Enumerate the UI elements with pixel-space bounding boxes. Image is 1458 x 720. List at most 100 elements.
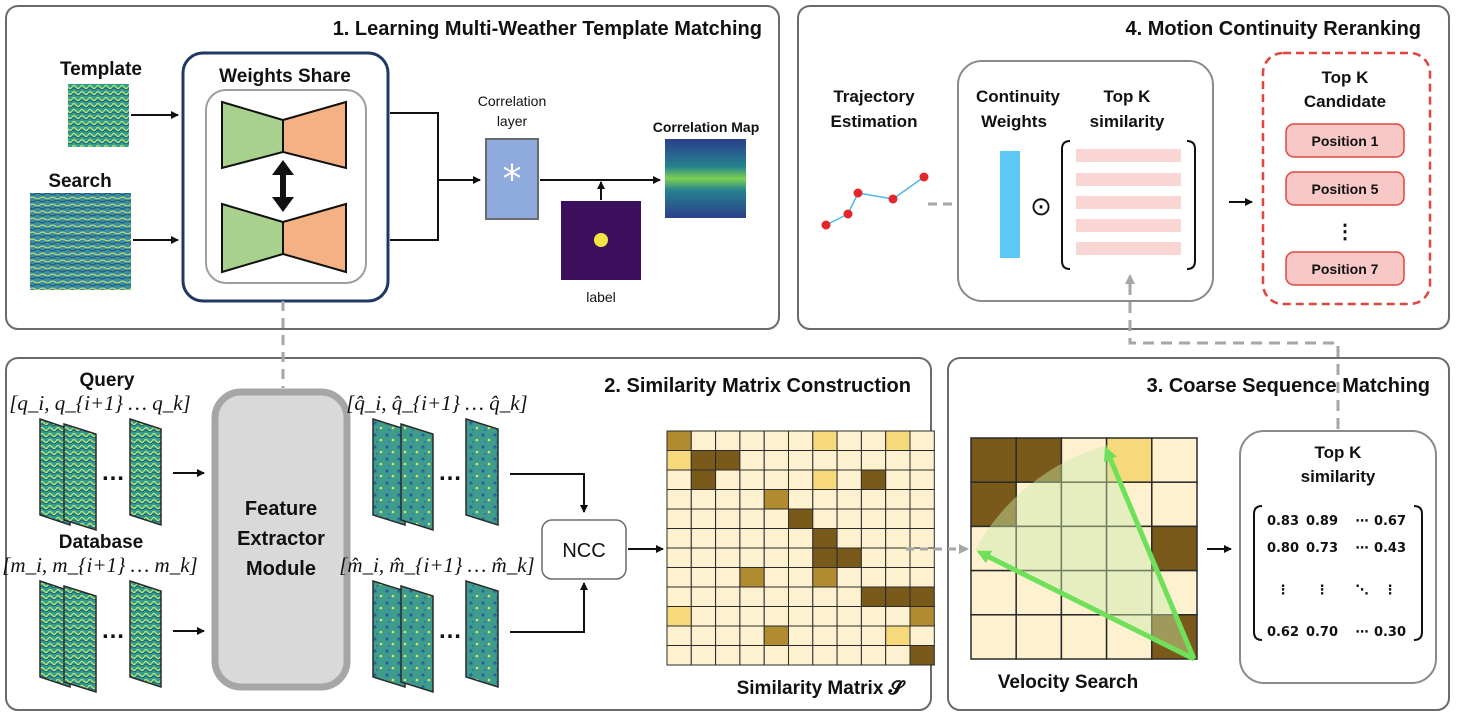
similarity-cell bbox=[666, 586, 692, 607]
panel-similarity-matrix: 2. Similarity Matrix Construction Query … bbox=[2, 301, 935, 711]
velocity-cell bbox=[1060, 614, 1108, 660]
feature-extractor-line-1: Feature bbox=[245, 498, 317, 520]
branch-top-line bbox=[390, 112, 481, 184]
topk-value: 0.67 bbox=[1374, 514, 1406, 529]
similarity-cell bbox=[860, 547, 887, 568]
label-peak bbox=[594, 233, 608, 247]
position-5-item: Position 5 bbox=[1285, 171, 1405, 206]
similarity-cell bbox=[836, 606, 862, 627]
query-feature-sequence: [q̂_i, q̂_{i+1} … q̂_k] bbox=[346, 391, 527, 415]
topk-value: 0.43 bbox=[1374, 541, 1406, 556]
similarity-cell bbox=[788, 625, 814, 646]
similarity-cell bbox=[739, 450, 765, 471]
similarity-cell bbox=[812, 645, 838, 666]
topk-value: ⋯ bbox=[1356, 514, 1369, 529]
similarity-cell bbox=[909, 489, 935, 510]
query-sequence: [q_i, q_{i+1} … q_k] bbox=[9, 391, 190, 415]
similarity-cell bbox=[739, 528, 765, 549]
similarity-cell bbox=[763, 625, 790, 646]
similarity-cell bbox=[788, 508, 814, 529]
similarity-cell bbox=[763, 450, 790, 471]
similarity-cell bbox=[885, 547, 911, 568]
similarity-cell bbox=[860, 508, 887, 529]
database-sequence: [m_i, m_{i+1} … m_k] bbox=[2, 553, 197, 577]
similarity-cell bbox=[666, 450, 692, 471]
similarity-cell bbox=[909, 645, 935, 666]
search-image bbox=[30, 193, 131, 290]
similarity-cell bbox=[690, 625, 717, 646]
similarity-matrix-label: Similarity Matrix 𝓢 bbox=[737, 678, 907, 699]
similarity-cell bbox=[715, 469, 741, 490]
query-to-ncc-line bbox=[510, 473, 588, 513]
ncc-label: NCC bbox=[562, 540, 605, 562]
position-7-item: Position 7 bbox=[1285, 251, 1405, 286]
similarity-cell bbox=[715, 586, 741, 607]
topk-to-rerank-dashed bbox=[1125, 274, 1340, 429]
similarity-cell bbox=[739, 586, 765, 607]
similarity-cell bbox=[788, 606, 814, 627]
similarity-cell bbox=[812, 450, 838, 471]
database-to-ncc-line bbox=[510, 582, 588, 633]
similarity-cell bbox=[860, 645, 887, 666]
ncc-box bbox=[541, 519, 627, 580]
database-frames bbox=[39, 579, 162, 694]
similarity-cell bbox=[860, 586, 887, 607]
similarity-cell bbox=[666, 508, 692, 529]
similarity-cell bbox=[885, 567, 911, 588]
similarity-cell bbox=[885, 469, 911, 490]
similarity-cell bbox=[885, 508, 911, 529]
panel-4-title: 4. Motion Continuity Reranking bbox=[1125, 18, 1421, 40]
topk-value: 0.89 bbox=[1306, 514, 1338, 529]
topk-bar bbox=[1076, 219, 1181, 232]
trajectory-label-1: Trajectory bbox=[833, 87, 915, 106]
correlation-layer-label-2: layer bbox=[497, 113, 528, 129]
similarity-cell bbox=[836, 645, 862, 666]
similarity-cell bbox=[715, 567, 741, 588]
database-feature-maps bbox=[372, 579, 499, 694]
similarity-cell bbox=[812, 489, 838, 510]
candidate-title-2: Candidate bbox=[1304, 92, 1386, 111]
feature-extractor-line-3: Module bbox=[246, 558, 316, 580]
similarity-cell bbox=[690, 450, 717, 471]
position-5-label: Position 5 bbox=[1312, 181, 1379, 197]
similarity-cell bbox=[885, 645, 911, 666]
similarity-cell bbox=[715, 645, 741, 666]
similarity-cell bbox=[812, 508, 838, 529]
template-label: Template bbox=[60, 59, 142, 80]
similarity-cell bbox=[788, 586, 814, 607]
similarity-cell bbox=[763, 567, 790, 588]
velocity-min-arrow bbox=[976, 550, 1196, 662]
similarity-cell bbox=[885, 528, 911, 549]
topk-value-matrix: 0.83 0.89 ⋯ 0.67 0.80 0.73 ⋯ 0.43 ⋮ ⋮ ⋱ ⋮ 0.62 0.70 ⋯ 0… bbox=[1267, 514, 1406, 640]
similarity-cell bbox=[909, 625, 935, 646]
similarity-cell bbox=[788, 450, 814, 471]
topk-value: ⋮ bbox=[1384, 583, 1397, 598]
topk-value: ⋯ bbox=[1356, 541, 1369, 556]
trajectory-plot bbox=[821, 172, 929, 230]
similarity-cell bbox=[763, 586, 790, 607]
similarity-cell bbox=[836, 528, 862, 549]
velocity-cell bbox=[970, 569, 1017, 616]
similarity-cell bbox=[788, 567, 814, 588]
panel-motion-reranking: 4. Motion Continuity Reranking Trajector… bbox=[797, 5, 1450, 330]
decoder-block-bottom bbox=[282, 202, 347, 274]
similarity-cell bbox=[690, 645, 717, 666]
similarity-cell bbox=[885, 625, 911, 646]
decoder-block-top bbox=[282, 100, 347, 170]
topk-label-1: Top K bbox=[1315, 443, 1363, 462]
similarity-cell bbox=[909, 547, 935, 568]
hadamard-product-symbol: ⊙ bbox=[1030, 191, 1052, 221]
similarity-cell bbox=[739, 508, 765, 529]
database-feature-sequence: [m̂_i, m̂_{i+1} … m̂_k] bbox=[339, 553, 534, 577]
similarity-cell bbox=[885, 586, 911, 607]
similarity-cell bbox=[788, 469, 814, 490]
similarity-cell bbox=[788, 547, 814, 568]
similarity-cell bbox=[690, 469, 717, 490]
topk-value: 0.30 bbox=[1374, 625, 1406, 640]
topk-value: 0.62 bbox=[1267, 625, 1299, 640]
branch-bottom-line bbox=[390, 180, 439, 241]
continuity-weights-label-2: Weights bbox=[981, 112, 1047, 131]
feature-extractor-module bbox=[211, 388, 351, 691]
correlation-map-image bbox=[665, 139, 746, 218]
position-1-item: Position 1 bbox=[1285, 123, 1405, 158]
